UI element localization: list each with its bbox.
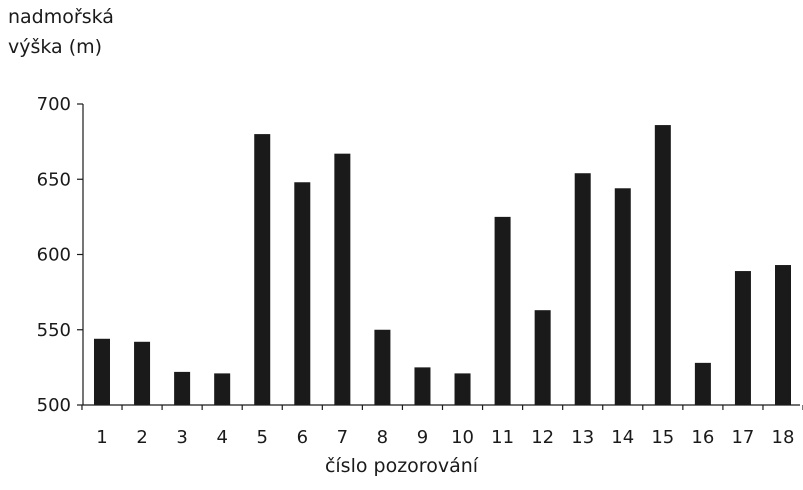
bar (654, 125, 671, 405)
y-tick-label: 550 (37, 320, 71, 341)
x-axis: 1 2 3 4 5 6 7 8 9 10 11 12 13 14 15 16 17 18 (81, 404, 803, 448)
bar (694, 362, 711, 405)
x-tick-label: 13 (571, 427, 594, 448)
x-tick-label: 14 (611, 427, 634, 448)
x-tick-label: 15 (651, 427, 674, 448)
y-axis: 500 550 600 650 700 (37, 94, 84, 416)
bar (614, 188, 631, 405)
bar (454, 373, 471, 405)
x-tick-label: 17 (731, 427, 754, 448)
y-tick-label: 500 (37, 395, 71, 416)
y-tick-label: 600 (37, 245, 71, 266)
x-tick-label: 5 (257, 427, 268, 448)
bar (494, 216, 511, 405)
bar (574, 173, 591, 405)
x-tick-label: 3 (176, 427, 187, 448)
x-tick-label: 7 (337, 427, 348, 448)
x-tick-label: 4 (216, 427, 227, 448)
bar (174, 371, 191, 405)
x-tick-label: 8 (377, 427, 388, 448)
x-tick-label: 9 (417, 427, 428, 448)
y-tick-label: 650 (37, 169, 71, 190)
bar (334, 153, 351, 405)
bar (534, 310, 551, 405)
y-axis-label-line-1: nadmořská (8, 6, 114, 28)
bars (94, 125, 791, 405)
x-tick-label: 10 (451, 427, 474, 448)
x-tick-label: 16 (691, 427, 714, 448)
bar (294, 182, 311, 405)
x-tick-label: 1 (96, 427, 107, 448)
x-tick-label: 11 (491, 427, 514, 448)
x-tick-label: 18 (772, 427, 795, 448)
x-tick-label: 6 (297, 427, 308, 448)
bar (254, 134, 271, 405)
bar (775, 265, 791, 405)
y-axis-label: nadmořská výška (m) (8, 2, 114, 62)
x-tick-label: 2 (136, 427, 147, 448)
bar (374, 329, 391, 405)
x-tick-label: 12 (531, 427, 554, 448)
bar (214, 373, 231, 405)
bar (734, 271, 751, 405)
bar (134, 341, 151, 405)
bar (94, 338, 110, 405)
y-tick-label: 700 (37, 94, 71, 115)
y-axis-label-line-2: výška (m) (8, 36, 103, 58)
x-axis-label: číslo pozorování (324, 455, 479, 477)
bar (414, 367, 431, 405)
